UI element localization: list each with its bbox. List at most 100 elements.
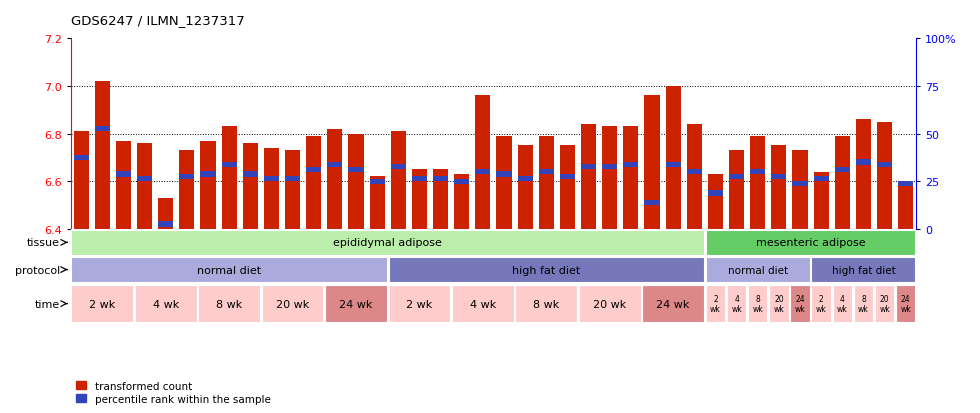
Bar xyxy=(687,125,702,229)
Bar xyxy=(854,285,873,323)
Bar xyxy=(72,230,704,255)
Bar xyxy=(137,177,152,182)
Bar xyxy=(391,132,406,229)
Bar xyxy=(497,172,512,177)
Bar xyxy=(581,125,596,229)
Text: 4 wk: 4 wk xyxy=(153,299,178,309)
Bar xyxy=(348,134,364,229)
Text: 8 wk: 8 wk xyxy=(216,299,242,309)
Text: normal diet: normal diet xyxy=(197,265,262,275)
Bar xyxy=(412,177,427,182)
Bar xyxy=(74,132,89,229)
Bar xyxy=(264,148,279,229)
Bar xyxy=(706,285,725,323)
Text: 20 wk: 20 wk xyxy=(276,299,310,309)
Bar xyxy=(517,146,533,229)
Bar xyxy=(391,165,406,170)
Bar xyxy=(433,177,448,182)
Bar xyxy=(179,174,194,180)
Bar xyxy=(729,151,744,229)
Text: 2 wk: 2 wk xyxy=(89,299,116,309)
Bar xyxy=(877,122,892,229)
Text: 24
wk: 24 wk xyxy=(901,294,911,313)
Bar xyxy=(412,170,427,229)
Text: 20
wk: 20 wk xyxy=(879,294,890,313)
Bar xyxy=(116,141,131,229)
Text: 8
wk: 8 wk xyxy=(753,294,763,313)
Bar xyxy=(285,151,300,229)
Bar xyxy=(793,181,808,187)
Bar xyxy=(221,162,237,168)
Bar xyxy=(811,257,915,282)
Bar xyxy=(454,179,469,184)
Bar xyxy=(306,137,321,229)
Bar xyxy=(116,172,131,177)
Bar xyxy=(896,285,915,323)
Text: 2
wk: 2 wk xyxy=(815,294,826,313)
Bar xyxy=(645,96,660,229)
Bar xyxy=(898,181,913,187)
Text: 8
wk: 8 wk xyxy=(858,294,869,313)
Bar xyxy=(539,137,554,229)
Bar xyxy=(325,285,387,323)
Bar xyxy=(898,184,913,229)
Text: tissue: tissue xyxy=(27,238,60,248)
Bar xyxy=(137,144,152,229)
Bar xyxy=(348,167,364,173)
Bar xyxy=(769,285,789,323)
Bar xyxy=(539,170,554,175)
Text: mesenteric adipose: mesenteric adipose xyxy=(756,238,865,248)
Bar xyxy=(560,174,575,180)
Bar xyxy=(243,144,258,229)
Bar xyxy=(388,257,704,282)
Bar xyxy=(200,172,216,177)
Bar xyxy=(72,257,387,282)
Bar xyxy=(517,177,533,182)
Text: 2
wk: 2 wk xyxy=(710,294,721,313)
Bar xyxy=(135,285,197,323)
Bar xyxy=(706,230,915,255)
Bar xyxy=(179,151,194,229)
Bar xyxy=(72,285,133,323)
Bar xyxy=(579,285,641,323)
Bar xyxy=(750,170,765,175)
Bar xyxy=(262,285,323,323)
Bar xyxy=(856,120,871,229)
Bar xyxy=(74,155,89,161)
Bar xyxy=(95,127,110,132)
Bar xyxy=(793,151,808,229)
Bar xyxy=(729,174,744,180)
Bar xyxy=(285,177,300,182)
Bar xyxy=(833,285,852,323)
Bar xyxy=(708,191,723,196)
Bar xyxy=(771,146,787,229)
Bar xyxy=(388,285,450,323)
Bar xyxy=(452,285,514,323)
Bar xyxy=(813,177,829,182)
Bar xyxy=(708,175,723,229)
Bar xyxy=(95,82,110,229)
Text: 24 wk: 24 wk xyxy=(657,299,690,309)
Text: 4 wk: 4 wk xyxy=(469,299,496,309)
Bar xyxy=(221,127,237,229)
Bar xyxy=(264,177,279,182)
Bar xyxy=(475,170,490,175)
Bar xyxy=(875,285,895,323)
Text: 2 wk: 2 wk xyxy=(407,299,432,309)
Bar xyxy=(306,167,321,173)
Bar xyxy=(856,160,871,165)
Bar xyxy=(497,137,512,229)
Bar xyxy=(158,198,173,229)
Text: 4
wk: 4 wk xyxy=(837,294,848,313)
Bar xyxy=(877,162,892,168)
Text: protocol: protocol xyxy=(15,265,60,275)
Bar xyxy=(771,174,787,180)
Bar xyxy=(158,222,173,227)
Bar xyxy=(706,257,809,282)
Bar xyxy=(750,137,765,229)
Bar xyxy=(515,285,577,323)
Text: high fat diet: high fat diet xyxy=(513,265,580,275)
Text: 8 wk: 8 wk xyxy=(533,299,560,309)
Bar xyxy=(433,170,448,229)
Bar xyxy=(748,285,767,323)
